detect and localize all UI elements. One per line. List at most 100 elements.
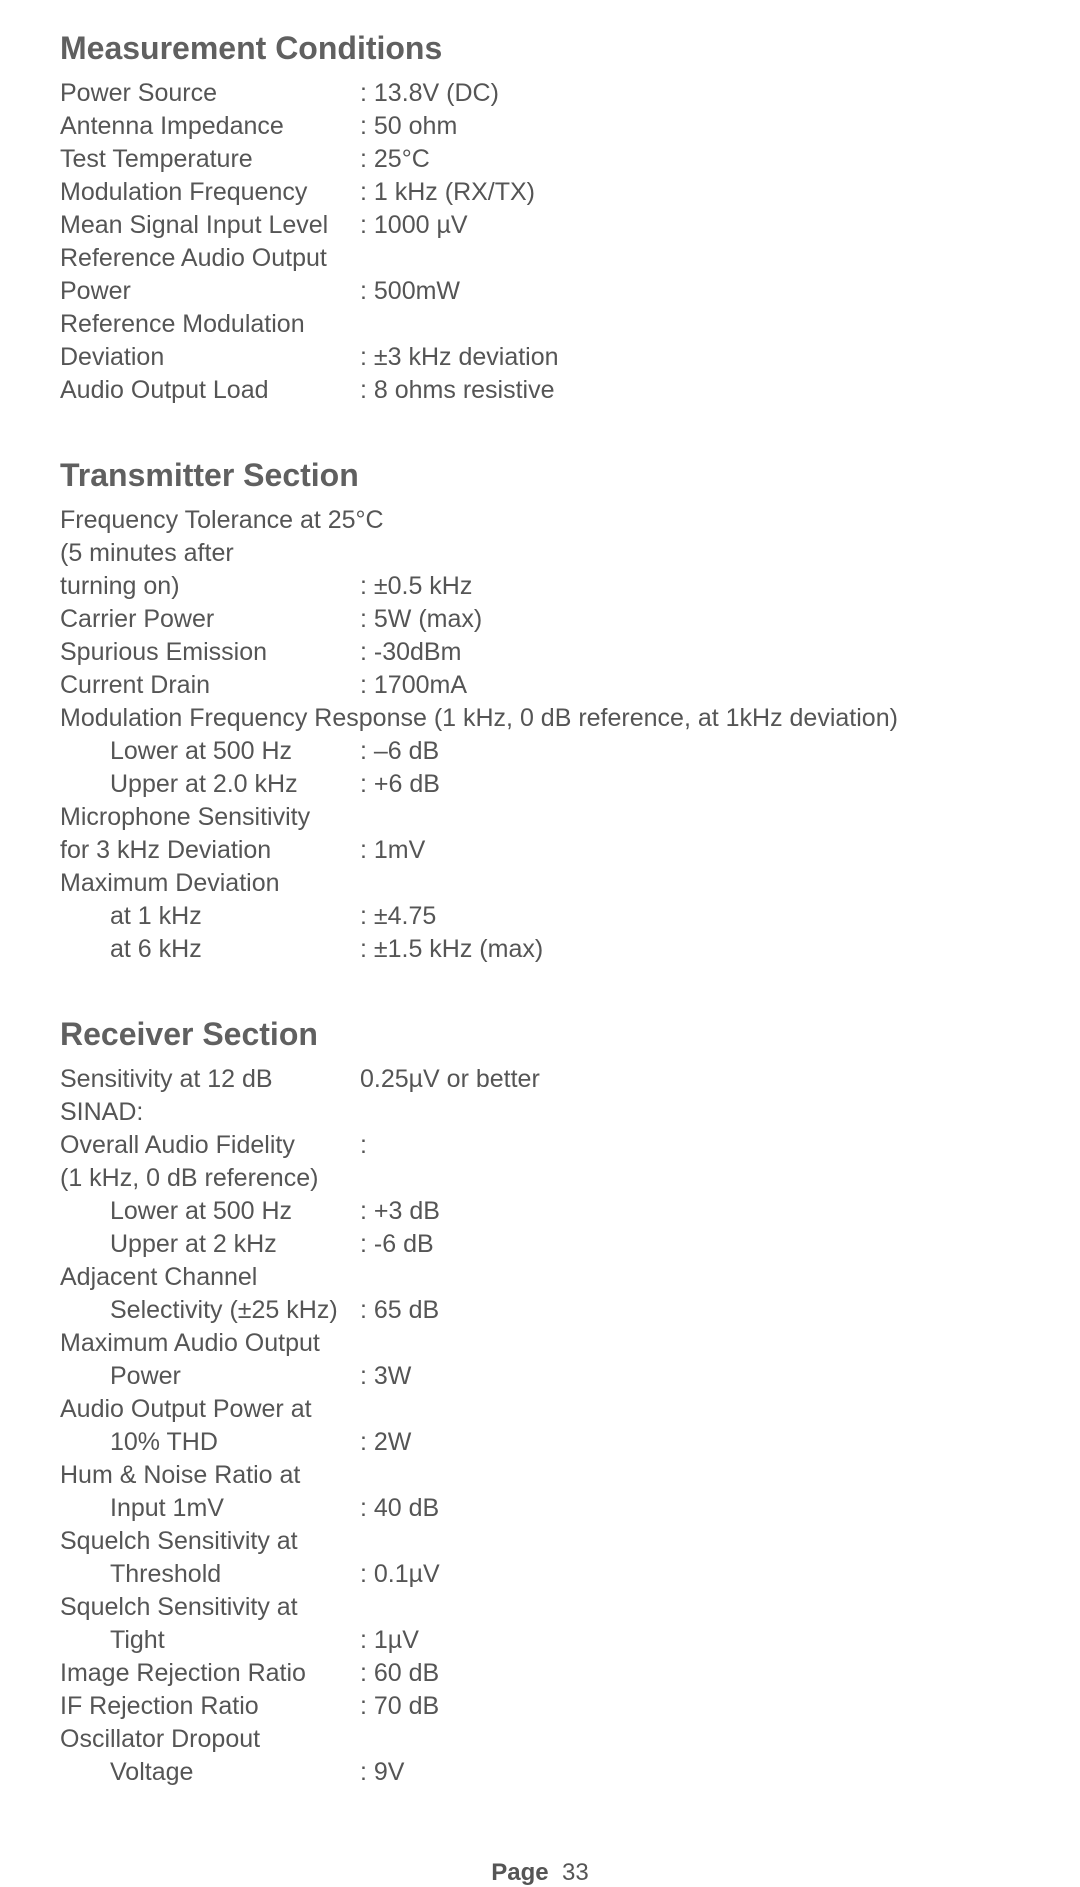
spec-label: Selectivity (±25 kHz) (60, 1294, 360, 1327)
spec-value: : 50 ohm (360, 110, 1020, 143)
spec-row: Sensitivity at 12 dB SINAD:0.25µV or bet… (60, 1063, 1020, 1129)
spec-row: Voltage: 9V (60, 1756, 1020, 1789)
spec-row: Overall Audio Fidelity: (60, 1129, 1020, 1162)
spec-value: : ±3 kHz deviation (360, 341, 1020, 374)
spec-row: 10% THD: 2W (60, 1426, 1020, 1459)
spec-row: Upper at 2 kHz: -6 dB (60, 1228, 1020, 1261)
spec-value: : 40 dB (360, 1492, 1020, 1525)
spec-value (360, 1723, 1020, 1756)
spec-label: Overall Audio Fidelity (60, 1129, 360, 1162)
spec-row: Squelch Sensitivity at (60, 1525, 1020, 1558)
spec-value: : ±4.75 (360, 900, 1020, 933)
receiver-rows: Sensitivity at 12 dB SINAD:0.25µV or bet… (60, 1063, 1020, 1789)
spec-row: (5 minutes after (60, 537, 1020, 570)
spec-value: : 2W (360, 1426, 1020, 1459)
spec-value (360, 242, 1020, 275)
page-label: Page (491, 1859, 548, 1886)
spec-row: at 6 kHz: ±1.5 kHz (max) (60, 933, 1020, 966)
spec-row: Deviation: ±3 kHz deviation (60, 341, 1020, 374)
page-number: Page 33 (60, 1859, 1020, 1887)
spec-row: Squelch Sensitivity at (60, 1591, 1020, 1624)
spec-label: (1 kHz, 0 dB reference) (60, 1162, 360, 1195)
spec-label: turning on) (60, 570, 360, 603)
spec-label: Threshold (60, 1558, 360, 1591)
spec-value: : –6 dB (360, 735, 1020, 768)
spec-value: : 1700mA (360, 669, 1020, 702)
spec-label: Reference Modulation (60, 308, 360, 341)
spec-value: : 5W (max) (360, 603, 1020, 636)
spec-value: 0.25µV or better (360, 1063, 1020, 1129)
receiver-section: Receiver Section Sensitivity at 12 dB SI… (60, 1016, 1020, 1789)
spec-label: at 1 kHz (60, 900, 360, 933)
spec-label: Squelch Sensitivity at (60, 1591, 360, 1624)
spec-value (360, 308, 1020, 341)
transmitter-heading: Transmitter Section (60, 457, 1020, 494)
spec-value (360, 1525, 1020, 1558)
page-num: 33 (562, 1859, 589, 1886)
spec-row: Power: 500mW (60, 275, 1020, 308)
spec-label: (5 minutes after (60, 537, 360, 570)
spec-value: : ±0.5 kHz (360, 570, 1020, 603)
spec-label: IF Rejection Ratio (60, 1690, 360, 1723)
spec-row: Current Drain: 1700mA (60, 669, 1020, 702)
spec-row: Modulation Frequency: 1 kHz (RX/TX) (60, 176, 1020, 209)
spec-row: Spurious Emission: -30dBm (60, 636, 1020, 669)
measurement-section: Measurement Conditions Power Source: 13.… (60, 30, 1020, 407)
spec-label: Power (60, 275, 360, 308)
spec-row: Power Source: 13.8V (DC) (60, 77, 1020, 110)
spec-label: Microphone Sensitivity (60, 801, 360, 834)
spec-label: Hum & Noise Ratio at (60, 1459, 360, 1492)
spec-value (360, 867, 1020, 900)
spec-row: Image Rejection Ratio: 60 dB (60, 1657, 1020, 1690)
spec-row: Tight: 1µV (60, 1624, 1020, 1657)
spec-value: : (360, 1129, 1020, 1162)
spec-row: Upper at 2.0 kHz: +6 dB (60, 768, 1020, 801)
spec-row: Selectivity (±25 kHz): 65 dB (60, 1294, 1020, 1327)
spec-value: : 65 dB (360, 1294, 1020, 1327)
spec-value: : 9V (360, 1756, 1020, 1789)
spec-row: Input 1mV: 40 dB (60, 1492, 1020, 1525)
spec-label: Lower at 500 Hz (60, 1195, 360, 1228)
spec-row: Power: 3W (60, 1360, 1020, 1393)
spec-label: at 6 kHz (60, 933, 360, 966)
spec-note: Modulation Frequency Response (1 kHz, 0 … (60, 702, 1020, 735)
spec-value (360, 1591, 1020, 1624)
spec-value: : 8 ohms resistive (360, 374, 1020, 407)
spec-value: : 1 kHz (RX/TX) (360, 176, 1020, 209)
spec-value: : 1mV (360, 834, 1020, 867)
spec-value: : 1µV (360, 1624, 1020, 1657)
spec-label: Reference Audio Output (60, 242, 360, 275)
spec-row: Test Temperature: 25°C (60, 143, 1020, 176)
spec-value (360, 1162, 1020, 1195)
spec-label: for 3 kHz Deviation (60, 834, 360, 867)
spec-row: Audio Output Power at (60, 1393, 1020, 1426)
spec-label: Maximum Audio Output (60, 1327, 360, 1360)
spec-row: Audio Output Load: 8 ohms resistive (60, 374, 1020, 407)
spec-row: Reference Audio Output (60, 242, 1020, 275)
transmitter-section: Transmitter Section Frequency Tolerance … (60, 457, 1020, 966)
spec-label: Power Source (60, 77, 360, 110)
spec-label: Current Drain (60, 669, 360, 702)
measurement-rows: Power Source: 13.8V (DC)Antenna Impedanc… (60, 77, 1020, 407)
spec-value: : 3W (360, 1360, 1020, 1393)
spec-row: Lower at 500 Hz: +3 dB (60, 1195, 1020, 1228)
spec-label: Carrier Power (60, 603, 360, 636)
spec-value: : 500mW (360, 275, 1020, 308)
spec-label: Upper at 2.0 kHz (60, 768, 360, 801)
spec-value: : +3 dB (360, 1195, 1020, 1228)
spec-row: Adjacent Channel (60, 1261, 1020, 1294)
spec-value: : 1000 µV (360, 209, 1020, 242)
spec-row: turning on): ±0.5 kHz (60, 570, 1020, 603)
spec-value: : -30dBm (360, 636, 1020, 669)
spec-value (360, 1393, 1020, 1426)
spec-value: : -6 dB (360, 1228, 1020, 1261)
spec-value: : ±1.5 kHz (max) (360, 933, 1020, 966)
spec-label: Sensitivity at 12 dB SINAD: (60, 1063, 360, 1129)
spec-label: Power (60, 1360, 360, 1393)
spec-label: Image Rejection Ratio (60, 1657, 360, 1690)
spec-value (360, 1459, 1020, 1492)
transmitter-rows: Frequency Tolerance at 25°C(5 minutes af… (60, 504, 1020, 966)
spec-label: Deviation (60, 341, 360, 374)
spec-row: Hum & Noise Ratio at (60, 1459, 1020, 1492)
spec-label: Maximum Deviation (60, 867, 360, 900)
